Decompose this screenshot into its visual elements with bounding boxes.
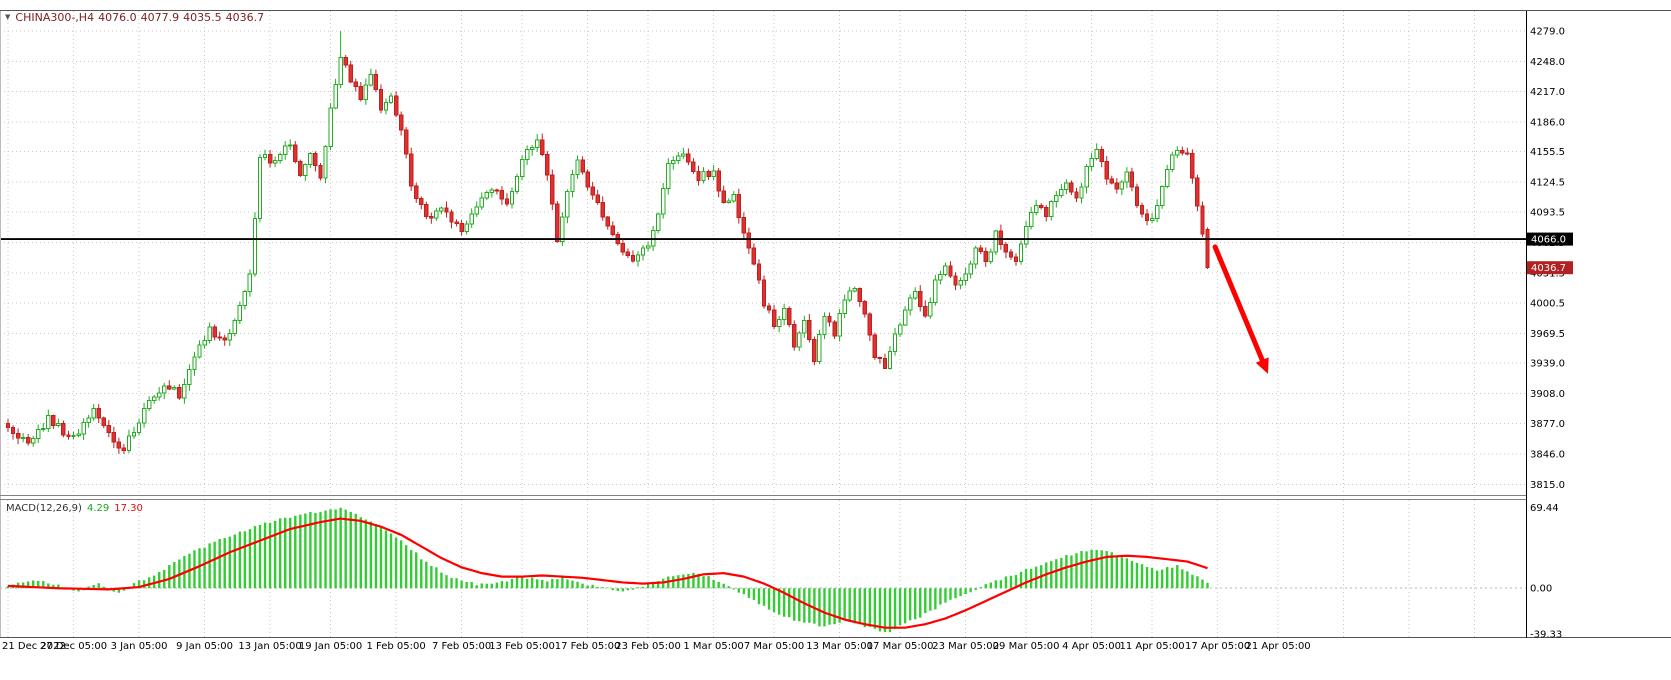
price-axis-label: 4124.5 — [1530, 177, 1565, 188]
time-axis-label: 29 Mar 05:00 — [993, 641, 1060, 652]
price-axis-label: 4279.0 — [1530, 27, 1565, 38]
time-axis-label: 13 Mar 05:00 — [806, 641, 873, 652]
hline-price-marker: 4066.0 — [1527, 232, 1573, 246]
time-axis-label: 7 Feb 05:00 — [432, 641, 491, 652]
ohlc-open: 4076.0 — [98, 11, 137, 24]
time-axis-label: 9 Jan 05:00 — [176, 641, 233, 652]
time-axis-label: 17 Mar 05:00 — [867, 641, 934, 652]
time-axis-label: 3 Jan 05:00 — [111, 641, 168, 652]
price-axis-label: 3815.0 — [1530, 480, 1565, 491]
macd-name: MACD(12,26,9) — [6, 503, 82, 514]
time-axis-label: 17 Apr 05:00 — [1185, 641, 1250, 652]
time-axis-label: 23 Mar 05:00 — [932, 641, 999, 652]
time-axis-label: 17 Feb 05:00 — [555, 641, 621, 652]
symbol-title: CHINA300-,H4 — [15, 11, 95, 24]
macd-axis-label: 0.00 — [1530, 584, 1552, 595]
time-axis-label: 1 Mar 05:00 — [683, 641, 743, 652]
time-axis-label: 7 Mar 05:00 — [744, 641, 804, 652]
price-axis-label: 3846.0 — [1530, 449, 1565, 460]
price-axis-label: 4000.5 — [1530, 299, 1565, 310]
price-axis-label: 3969.5 — [1530, 329, 1565, 340]
time-axis-label: 21 Dec 2022 — [2, 641, 66, 652]
price-axis-label: 4155.5 — [1530, 147, 1565, 158]
macd-layer — [6, 507, 1209, 633]
price-axis-label: 3939.0 — [1530, 359, 1565, 370]
ohlc-close: 4036.7 — [225, 11, 265, 24]
time-axis-label: 21 Apr 05:00 — [1245, 641, 1310, 652]
trend-arrow[interactable] — [1212, 244, 1269, 374]
bid-price-marker: 4036.7 — [1527, 261, 1573, 275]
macd-main-value: 4.29 — [86, 503, 110, 514]
svg-text:4066.0: 4066.0 — [1531, 235, 1566, 246]
time-axis-label: 19 Jan 05:00 — [299, 641, 362, 652]
ohlc-high: 4077.9 — [140, 11, 180, 24]
time-axis-label: 13 Feb 05:00 — [489, 641, 555, 652]
macd-axis-label: 69.44 — [1530, 503, 1559, 514]
symbol-header: ▼ CHINA300-,H4 4076.0 4077.9 4035.5 4036.7 — [5, 11, 268, 24]
macd-axis-label: -39.33 — [1530, 629, 1562, 640]
price-axis-label: 3908.0 — [1530, 389, 1565, 400]
price-axis-label: 3877.0 — [1530, 419, 1565, 430]
price-axis-label: 4186.0 — [1530, 117, 1565, 128]
price-axis-label: 4217.0 — [1530, 87, 1565, 98]
candles-layer — [5, 31, 1210, 454]
time-axis-label: 1 Feb 05:00 — [366, 641, 425, 652]
panel-borders — [0, 10, 1671, 638]
time-axis-label: 27 Dec 05:00 — [40, 641, 107, 652]
time-axis-label: 11 Apr 05:00 — [1119, 641, 1184, 652]
price-axis-label: 4093.5 — [1530, 208, 1565, 219]
ohlc-low: 4035.5 — [183, 11, 222, 24]
macd-indicator-label: MACD(12,26,9) 4.29 17.30 — [6, 503, 148, 514]
macd-signal-value: 17.30 — [114, 503, 143, 514]
time-axis-label: 23 Feb 05:00 — [615, 641, 681, 652]
price-axis-label: 4248.0 — [1530, 57, 1565, 68]
time-axis-label: 4 Apr 05:00 — [1062, 641, 1121, 652]
svg-text:4036.7: 4036.7 — [1531, 263, 1566, 274]
macd-signal-line — [7, 517, 1208, 629]
symbol-dropdown-icon[interactable]: ▼ — [5, 13, 11, 21]
time-axis-label: 13 Jan 05:00 — [238, 641, 301, 652]
price-axis[interactable]: 4279.0 4248.0 4217.0 4186.0 4155.5 4124.5 4093… — [1530, 27, 1565, 641]
